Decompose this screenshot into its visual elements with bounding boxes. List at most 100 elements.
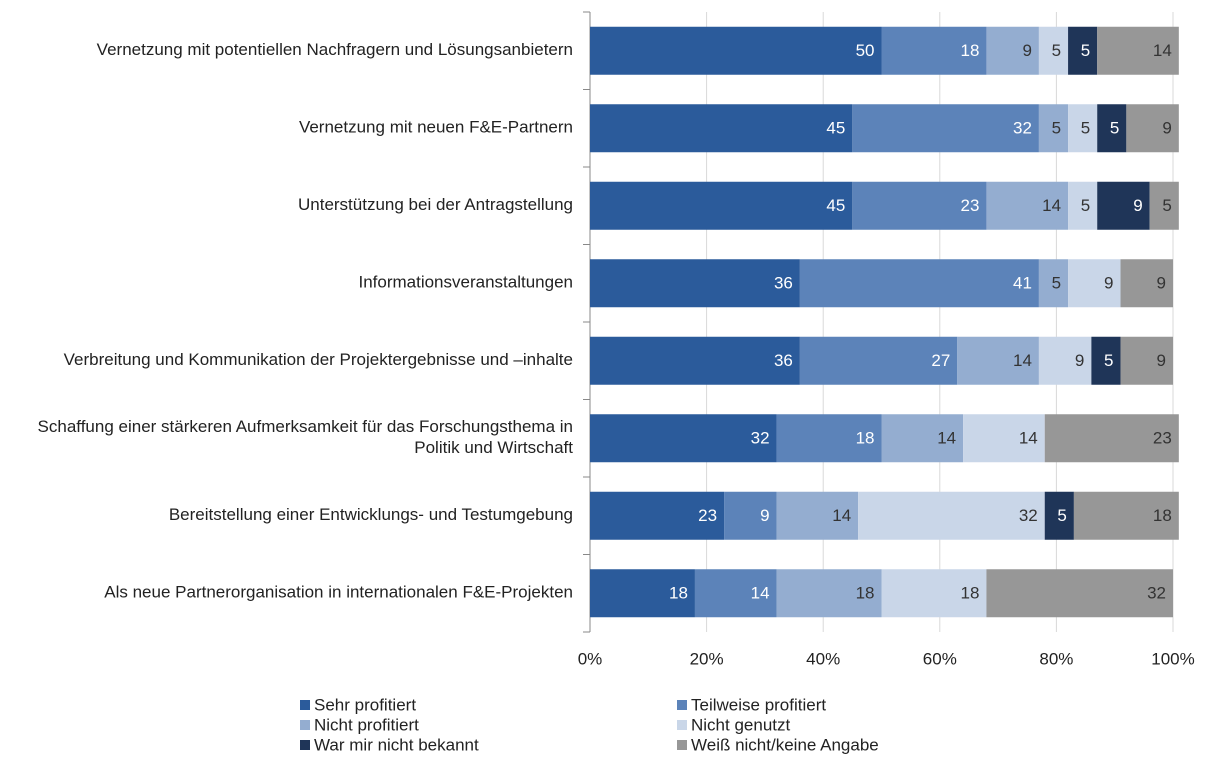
legend-label: Sehr profitiert [314, 695, 416, 714]
bar-segment [1097, 104, 1127, 153]
bar-segment [590, 181, 853, 230]
bar-segment [1068, 104, 1098, 153]
data-label: 14 [751, 584, 770, 603]
data-label: 50 [856, 41, 875, 60]
x-tick-label: 40% [806, 649, 840, 668]
bar-segment [1038, 26, 1069, 75]
data-label: 5 [1052, 274, 1061, 293]
bar-segment [986, 569, 1173, 618]
bar-segment [852, 104, 1039, 153]
data-label: 32 [1019, 506, 1038, 525]
data-label: 9 [1022, 41, 1031, 60]
legend-swatch [300, 720, 310, 730]
bar-segment [1068, 181, 1098, 230]
data-label: 5 [1052, 41, 1061, 60]
bar-segment [694, 569, 777, 618]
data-label: 45 [826, 119, 845, 138]
bar-segment [881, 26, 987, 75]
data-label: 5 [1057, 506, 1066, 525]
bar-segment [986, 26, 1039, 75]
bar-segment [1038, 336, 1092, 385]
y-tick-label: Verbreitung und Kommunikation der Projek… [64, 350, 573, 369]
data-label: 14 [1013, 351, 1032, 370]
data-label: 5 [1104, 351, 1113, 370]
bar-segment [1068, 26, 1098, 75]
data-label: 5 [1081, 119, 1090, 138]
y-tick-label: Bereitstellung einer Entwicklungs- und T… [169, 505, 573, 524]
data-label: 5 [1081, 196, 1090, 215]
bar-segment [724, 491, 777, 540]
data-label: 18 [1153, 506, 1172, 525]
bar-segment [590, 491, 725, 540]
data-label: 45 [826, 196, 845, 215]
x-tick-label: 0% [578, 649, 603, 668]
bar-segment [1038, 259, 1069, 308]
bar-segment [590, 414, 777, 463]
data-label: 14 [832, 506, 851, 525]
bar-segment [776, 414, 882, 463]
bar-segment [590, 336, 800, 385]
bar-segment [1073, 491, 1179, 540]
bar-segment [1126, 104, 1179, 153]
bar-segment [1068, 259, 1121, 308]
bar-segment [852, 181, 987, 230]
bar-segment [957, 336, 1039, 385]
data-label: 27 [931, 351, 950, 370]
bar-segment [776, 491, 859, 540]
bar-segment [776, 569, 882, 618]
bar-segment [1091, 336, 1121, 385]
bar-segment [986, 181, 1069, 230]
bar-segment [590, 259, 800, 308]
y-tick-label: Vernetzung mit potentiellen Nachfragern … [97, 40, 573, 59]
bar-segment [858, 491, 1045, 540]
data-label: 23 [961, 196, 980, 215]
data-label: 5 [1162, 196, 1171, 215]
legend-label: War mir nicht bekannt [314, 735, 479, 754]
data-label: 9 [1157, 274, 1166, 293]
legend-swatch [300, 740, 310, 750]
data-label: 9 [1104, 274, 1113, 293]
bar-segment [1044, 491, 1074, 540]
bar-segment [1120, 259, 1173, 308]
legend-label: Weiß nicht/keine Angabe [691, 735, 879, 754]
data-label: 23 [698, 506, 717, 525]
data-label: 23 [1153, 429, 1172, 448]
y-tick-label: Als neue Partnerorganisation in internat… [104, 583, 573, 602]
legend-swatch [300, 700, 310, 710]
bar-segment [1097, 181, 1150, 230]
bar-segment [881, 569, 987, 618]
y-tick-label: Vernetzung mit neuen F&E-Partnern [299, 118, 573, 137]
data-label: 18 [961, 584, 980, 603]
y-tick-label: Schaffung einer stärkeren Aufmerksamkeit… [38, 417, 574, 457]
legend-swatch [677, 740, 687, 750]
bar-segment [1149, 181, 1179, 230]
data-label: 9 [1162, 119, 1171, 138]
bar-segment [1120, 336, 1173, 385]
bar-segment [1038, 104, 1069, 153]
data-label: 9 [1075, 351, 1084, 370]
bar-segment [590, 26, 882, 75]
legend-label: Nicht profitiert [314, 715, 419, 734]
data-label: 41 [1013, 274, 1032, 293]
data-label: 14 [937, 429, 956, 448]
data-label: 9 [1157, 351, 1166, 370]
x-tick-label: 100% [1151, 649, 1194, 668]
data-label: 18 [856, 429, 875, 448]
x-tick-label: 80% [1039, 649, 1073, 668]
bar-segment [1097, 26, 1179, 75]
data-label: 32 [1013, 119, 1032, 138]
data-label: 5 [1052, 119, 1061, 138]
legend-label: Teilweise profitiert [691, 695, 826, 714]
data-label: 36 [774, 274, 793, 293]
bar-segment [590, 569, 695, 618]
legend-swatch [677, 720, 687, 730]
data-label: 14 [1042, 196, 1061, 215]
data-label: 14 [1019, 429, 1038, 448]
data-label: 18 [856, 584, 875, 603]
y-tick-label: Unterstützung bei der Antragstellung [298, 195, 573, 214]
bar-segment [963, 414, 1045, 463]
bar-segment [881, 414, 964, 463]
bar-segment [799, 336, 958, 385]
data-label: 18 [961, 41, 980, 60]
